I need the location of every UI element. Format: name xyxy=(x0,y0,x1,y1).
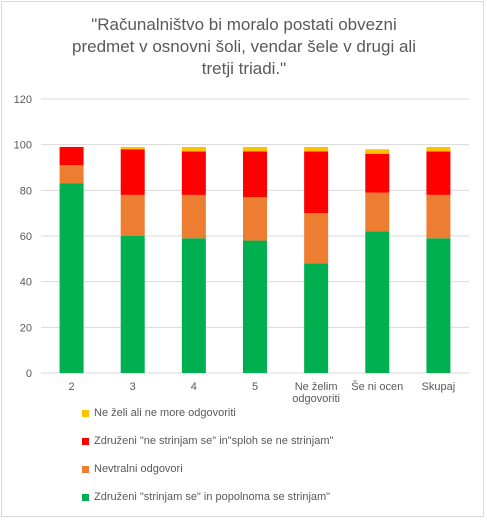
bar-segment xyxy=(181,146,206,152)
bar-segment xyxy=(426,238,451,373)
bar-segment xyxy=(304,263,329,373)
x-tick-label: 5 xyxy=(252,381,258,393)
bar-segment xyxy=(426,151,451,195)
x-tick-label: Ne želim xyxy=(295,381,338,393)
legend-label: Združeni "strinjam se" in popolnoma se s… xyxy=(94,491,331,503)
bar-segment xyxy=(365,153,390,193)
bar-segment xyxy=(243,151,267,198)
y-tick-label: 100 xyxy=(14,140,32,152)
bar-segment xyxy=(181,151,206,195)
bar-segment xyxy=(181,194,206,239)
bar-segment xyxy=(365,149,390,154)
bar-segment xyxy=(120,194,145,236)
bar-segment xyxy=(181,238,206,373)
bar-segment xyxy=(365,192,390,232)
legend-swatch xyxy=(82,493,89,501)
x-tick-label: Skupaj xyxy=(422,381,456,393)
legend-label: Nevtralni odgovori xyxy=(94,463,183,475)
x-tick-label: Še ni ocen xyxy=(351,380,403,393)
bar-segment xyxy=(120,149,145,195)
bar-segment xyxy=(243,240,267,373)
y-tick-label: 20 xyxy=(20,322,32,334)
bar-segment xyxy=(243,146,267,152)
legend-item: Ne želi ali ne more odgovoriti xyxy=(82,405,236,421)
y-tick-label: 40 xyxy=(20,277,32,289)
bar-segment xyxy=(243,197,267,241)
chart-title-line: "Računalništvo bi moralo postati obvezni xyxy=(91,15,397,34)
bar-segment xyxy=(59,183,84,373)
legend-swatch xyxy=(82,437,89,445)
x-tick-label: 4 xyxy=(191,381,197,393)
legend-item: Nevtralni odgovori xyxy=(82,461,183,477)
legend-swatch xyxy=(82,465,89,473)
y-tick-label: 0 xyxy=(26,368,32,380)
bar-segment xyxy=(426,194,451,239)
chart-title: "Računalništvo bi moralo postati obvezni… xyxy=(40,14,448,80)
y-tick-label: 120 xyxy=(14,94,32,106)
bar-segment xyxy=(59,165,84,184)
legend-item: Združeni "strinjam se" in popolnoma se s… xyxy=(82,489,330,505)
y-tick-label: 60 xyxy=(20,231,32,243)
x-tick-label: 2 xyxy=(69,381,75,393)
y-tick-label: 80 xyxy=(20,185,32,197)
bar-segment xyxy=(120,236,145,373)
bar-segment xyxy=(426,146,451,152)
x-tick-label: odgovoriti xyxy=(292,393,340,405)
bar-segment xyxy=(120,146,145,150)
legend-label: Ne želi ali ne more odgovoriti xyxy=(94,407,236,419)
chart-title-line: tretji triadi." xyxy=(201,59,287,78)
bar-segment xyxy=(365,231,390,373)
legend-label: Združeni "ne strinjam se" in"sploh se ne… xyxy=(94,435,334,447)
chart-title-line: predmet v osnovni šoli, vendar šele v dr… xyxy=(72,37,416,56)
legend-item: Združeni "ne strinjam se" in"sploh se ne… xyxy=(82,433,333,449)
x-tick-label: 3 xyxy=(130,381,136,393)
bar-segment xyxy=(304,213,329,264)
bar-segment xyxy=(59,146,84,166)
bar-segment xyxy=(304,151,329,214)
bar-segment xyxy=(304,146,329,152)
legend-swatch xyxy=(82,409,89,417)
